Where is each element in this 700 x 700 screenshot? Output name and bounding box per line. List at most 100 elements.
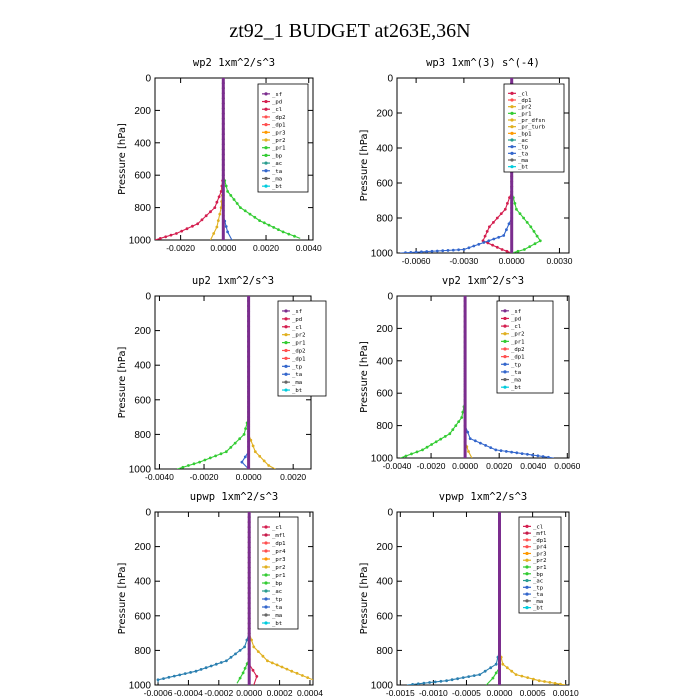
legend-entry: _tp [533,585,544,591]
series-point [251,444,255,448]
series-point [510,450,513,454]
series-point [229,194,233,197]
series-point [219,452,223,456]
y-axis-label: Pressure [hPa] [117,123,128,195]
x-tick-label: -0.0005 [452,688,481,698]
series-point [501,662,505,666]
y-axis-label: Pressure [hPa] [359,563,370,635]
y-tick-label: 200 [134,542,151,553]
x-tick-label: -0.0030 [449,256,478,266]
x-tick-label: -0.0006 [144,688,173,698]
legend-entry: _pr2 [518,105,531,111]
series-point [243,209,247,213]
legend-marker [525,572,529,576]
legend-entry: _cl [518,91,528,97]
series-point [491,676,495,680]
series-point [232,198,236,201]
series-point [409,251,413,253]
series-point [536,454,540,458]
y-tick-label: 0 [145,292,151,303]
x-tick-label: 0.0005 [520,688,546,698]
series-point [541,455,545,458]
legend-entry: _pr2 [511,332,524,338]
series-point [477,242,481,246]
series-point [494,448,498,452]
series-point [460,416,464,419]
legend-marker [284,356,288,361]
panel-2: wp3 1xm^(3) s^(-4) Pressure [hPa] 0 200 400 6… [359,57,573,266]
legend-entry: _pr3 [272,557,285,563]
legend-entry: _sf [272,92,282,98]
legend-entry: _dp2 [511,347,524,353]
series-point [281,230,285,234]
legend-marker [264,184,268,188]
x-tick-label: -0.0040 [383,461,412,471]
series-point [513,202,517,205]
plot-frame [154,77,314,241]
x-tick-label: -0.0002 [204,688,233,698]
y-tick-label: 1000 [129,236,152,247]
legend-entry: _pd [272,100,282,106]
legend-marker [264,549,268,553]
y-tick-label: 400 [134,577,151,588]
y-tick-label: 400 [376,356,393,367]
series-point [448,432,452,436]
y-tick-label: 600 [134,171,151,182]
legend-entry: _ma [272,613,282,619]
x-tick-label: 0.0020 [486,461,512,471]
series-point [495,245,499,249]
series-point [510,669,514,673]
legend-marker [264,92,268,96]
legend-marker [284,364,288,368]
legend-marker [264,176,268,181]
series-point [543,680,546,683]
legend-marker [510,145,514,149]
legend-entry: _bp [272,581,283,587]
legend-marker [264,99,268,104]
series-point [272,226,276,229]
legend-entry: _dp1 [533,538,546,544]
series-point [181,465,185,469]
series-point [528,245,532,249]
series-point [256,650,260,653]
series-point [255,675,259,678]
legend-marker [264,589,268,593]
series-point [526,452,529,456]
series-point [422,681,426,685]
series-point [224,225,228,228]
series-point [533,242,537,246]
series-point [199,668,203,671]
legend-marker [503,339,507,343]
legend-marker [284,380,288,384]
legend-marker [503,377,507,382]
legend-box [503,83,565,173]
x-tick-label: 0.0010 [553,688,579,698]
series-point [213,206,217,210]
series-point [507,222,511,226]
legend-marker [525,538,529,542]
y-tick-label: 1000 [371,454,394,465]
legend-entry: _mfl [272,533,285,539]
series-point [253,215,257,219]
series-point [454,424,458,427]
series-point [488,225,491,229]
legend-marker [503,316,507,321]
y-tick-label: 1000 [129,681,152,692]
series-point [486,241,490,245]
y-tick-label: 600 [376,179,393,190]
series-point [467,675,471,678]
legend-entry: _sf [292,309,302,315]
plot-frame [396,511,570,686]
series-point [172,674,176,678]
series-point [191,224,194,228]
series-point [225,659,228,663]
legend-entry: _pr3 [533,551,546,557]
series-point [559,682,562,685]
series-line-dp2 [210,78,224,240]
series-point [425,250,429,253]
y-tick-label: 0 [387,74,393,85]
series-point [439,437,443,441]
series-line-pr2 [248,296,276,469]
legend-entry: _ma [292,380,302,386]
legend-marker [264,533,268,537]
